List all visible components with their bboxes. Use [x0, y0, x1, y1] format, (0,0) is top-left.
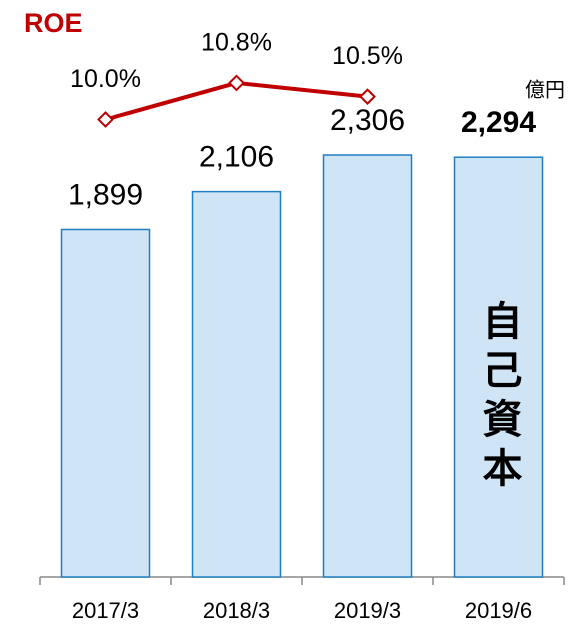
x-tick-label: 2019/3 — [334, 598, 401, 623]
bar — [60, 228, 151, 578]
x-tick-label: 2018/3 — [203, 598, 270, 623]
bar-value-label: 1,899 — [68, 178, 143, 211]
roe-value-label: 10.5% — [332, 42, 403, 70]
roe-marker — [228, 74, 245, 92]
bar-series-label: 自己資本 — [477, 300, 523, 496]
x-tick-label: 2019/6 — [465, 598, 532, 623]
unit-label: 億円 — [525, 78, 565, 101]
bar — [453, 156, 544, 578]
roe-marker — [359, 88, 376, 106]
roe-marker — [97, 111, 114, 128]
x-tick-label: 2017/3 — [72, 598, 139, 623]
roe-value-label: 10.8% — [201, 29, 272, 57]
roe-label: ROE — [24, 8, 83, 38]
bar-value-label: 2,294 — [461, 106, 536, 139]
bar — [191, 190, 282, 578]
bar-value-label: 2,106 — [199, 141, 274, 174]
bar — [322, 154, 413, 578]
bar-value-label: 2,306 — [330, 104, 405, 137]
roe-value-label: 10.0% — [70, 65, 141, 93]
